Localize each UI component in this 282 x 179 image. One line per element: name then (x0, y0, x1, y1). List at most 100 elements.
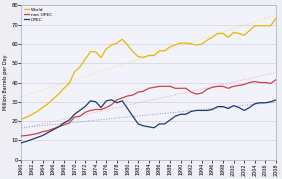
non OPEC (211, 86, 214, 88)
non OPEC (227, 87, 230, 89)
non OPEC (232, 85, 235, 87)
non OPEC (216, 85, 219, 87)
OPEC (78, 109, 81, 112)
non OPEC (110, 104, 113, 106)
World (195, 44, 198, 46)
OPEC (67, 119, 71, 121)
OPEC (120, 100, 124, 102)
World (184, 42, 188, 44)
OPEC (126, 107, 129, 110)
OPEC (195, 109, 198, 112)
non OPEC (142, 90, 145, 92)
non OPEC (258, 81, 262, 84)
OPEC (20, 142, 23, 144)
OPEC (184, 113, 188, 115)
non OPEC (168, 85, 172, 87)
World (94, 51, 97, 53)
non OPEC (57, 126, 60, 128)
non OPEC (184, 87, 188, 89)
OPEC (243, 109, 246, 112)
World (62, 87, 66, 89)
OPEC (158, 123, 161, 125)
non OPEC (115, 99, 119, 101)
World (269, 25, 272, 27)
non OPEC (147, 87, 150, 89)
non OPEC (200, 92, 204, 94)
OPEC (253, 103, 257, 105)
non OPEC (264, 81, 267, 84)
OPEC (83, 105, 87, 108)
World (248, 29, 251, 32)
Line: non OPEC: non OPEC (21, 80, 276, 136)
World (52, 98, 55, 100)
Y-axis label: Million Barrels per Day: Million Barrels per Day (3, 55, 8, 110)
non OPEC (237, 84, 241, 86)
non OPEC (163, 85, 166, 87)
World (30, 113, 34, 115)
World (190, 43, 193, 45)
World (41, 107, 44, 109)
World (147, 54, 150, 57)
OPEC (232, 105, 235, 107)
OPEC (41, 134, 44, 137)
OPEC (179, 113, 182, 115)
World (73, 71, 76, 73)
OPEC (163, 123, 166, 125)
World (200, 43, 204, 45)
OPEC (62, 122, 66, 124)
OPEC (227, 107, 230, 110)
World (258, 25, 262, 27)
World (120, 38, 124, 40)
World (253, 25, 257, 27)
OPEC (36, 136, 39, 139)
non OPEC (89, 109, 92, 112)
OPEC (89, 100, 92, 102)
Line: World: World (21, 18, 276, 119)
non OPEC (136, 91, 140, 93)
World (83, 58, 87, 61)
World (274, 17, 278, 19)
World (67, 82, 71, 84)
non OPEC (190, 91, 193, 93)
World (20, 118, 23, 120)
non OPEC (195, 93, 198, 95)
World (237, 32, 241, 35)
World (142, 56, 145, 59)
non OPEC (131, 94, 135, 96)
OPEC (115, 102, 119, 104)
non OPEC (158, 85, 161, 87)
non OPEC (25, 134, 28, 137)
non OPEC (179, 87, 182, 89)
World (216, 32, 219, 35)
OPEC (248, 107, 251, 109)
World (25, 116, 28, 118)
non OPEC (248, 81, 251, 84)
World (126, 44, 129, 46)
non OPEC (126, 95, 129, 97)
World (105, 48, 108, 50)
OPEC (174, 115, 177, 117)
World (179, 42, 182, 44)
World (163, 50, 166, 52)
OPEC (152, 127, 156, 129)
OPEC (99, 107, 103, 109)
OPEC (258, 102, 262, 104)
non OPEC (73, 116, 76, 118)
non OPEC (99, 108, 103, 111)
World (152, 54, 156, 57)
OPEC (94, 101, 97, 103)
non OPEC (30, 133, 34, 136)
OPEC (57, 126, 60, 128)
World (115, 42, 119, 44)
non OPEC (78, 115, 81, 117)
OPEC (30, 138, 34, 140)
OPEC (237, 107, 241, 109)
OPEC (216, 105, 219, 108)
World (36, 110, 39, 112)
Line: OPEC: OPEC (21, 100, 276, 143)
World (46, 103, 50, 105)
non OPEC (52, 128, 55, 130)
World (211, 36, 214, 38)
OPEC (274, 99, 278, 101)
non OPEC (36, 132, 39, 135)
